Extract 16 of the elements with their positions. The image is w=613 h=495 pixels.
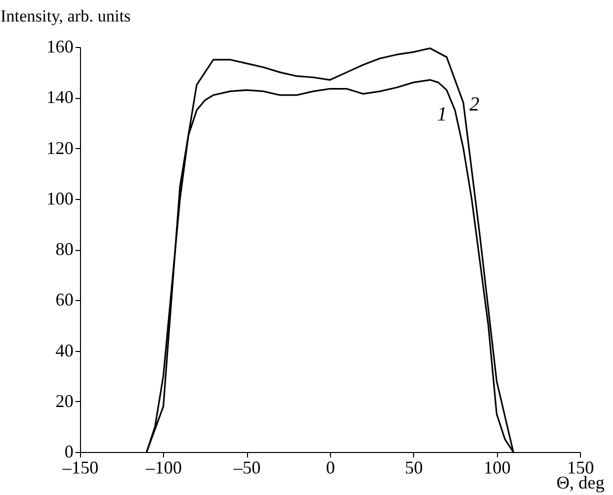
y-tick-label: 100 <box>46 188 74 208</box>
y-tick-label: 120 <box>46 138 74 158</box>
y-tick-label: 80 <box>56 239 74 259</box>
y-tick-label: 140 <box>46 87 74 108</box>
x-tick-label: 100 <box>484 458 511 478</box>
y-tick-label: 40 <box>56 340 74 360</box>
series-label: 1 <box>437 103 447 126</box>
y-tick-label: 60 <box>56 290 74 310</box>
x-tick-label: –50 <box>232 458 261 478</box>
series-label: 2 <box>469 94 480 116</box>
x-tick-label: –100 <box>144 458 182 478</box>
y-tick-label: 20 <box>56 390 74 411</box>
y-tick-label: 160 <box>46 36 74 56</box>
y-axis-title: Intensity, arb. units <box>0 6 131 26</box>
x-tick-label: 0 <box>326 458 335 478</box>
x-tick-label: 50 <box>404 458 423 478</box>
